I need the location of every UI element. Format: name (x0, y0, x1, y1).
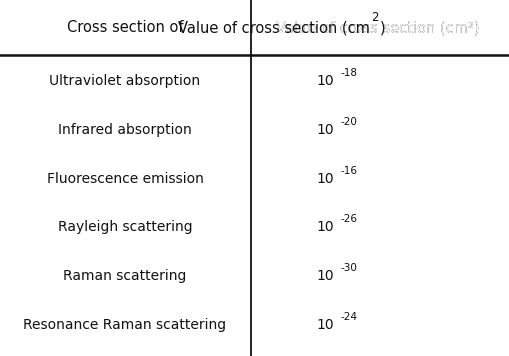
Text: Rayleigh scattering: Rayleigh scattering (58, 220, 192, 234)
Text: Value of cross section (cm: Value of cross section (cm (178, 20, 369, 35)
Text: 10: 10 (316, 220, 333, 234)
Text: Value of cross section (cm²): Value of cross section (cm²) (275, 20, 478, 35)
Text: -30: -30 (340, 263, 357, 273)
Text: -16: -16 (340, 166, 357, 176)
Text: -24: -24 (340, 312, 357, 322)
Text: 2: 2 (371, 11, 378, 24)
Text: Cross section of: Cross section of (67, 20, 183, 35)
Text: Fluorescence emission: Fluorescence emission (46, 172, 203, 185)
Text: Infrared absorption: Infrared absorption (58, 123, 191, 137)
Text: Resonance Raman scattering: Resonance Raman scattering (23, 318, 226, 331)
Text: 10: 10 (316, 123, 333, 137)
Text: 10: 10 (316, 74, 333, 88)
Text: -18: -18 (340, 68, 357, 78)
Text: -26: -26 (340, 214, 357, 224)
Text: ): ) (379, 20, 385, 35)
Text: 10: 10 (316, 269, 333, 283)
Text: Raman scattering: Raman scattering (63, 269, 186, 283)
Text: Ultraviolet absorption: Ultraviolet absorption (49, 74, 200, 88)
Text: 10: 10 (316, 172, 333, 185)
Text: Value of cross section (cm²): Value of cross section (cm²) (275, 20, 478, 35)
Text: 10: 10 (316, 318, 333, 331)
Text: -20: -20 (340, 117, 357, 127)
